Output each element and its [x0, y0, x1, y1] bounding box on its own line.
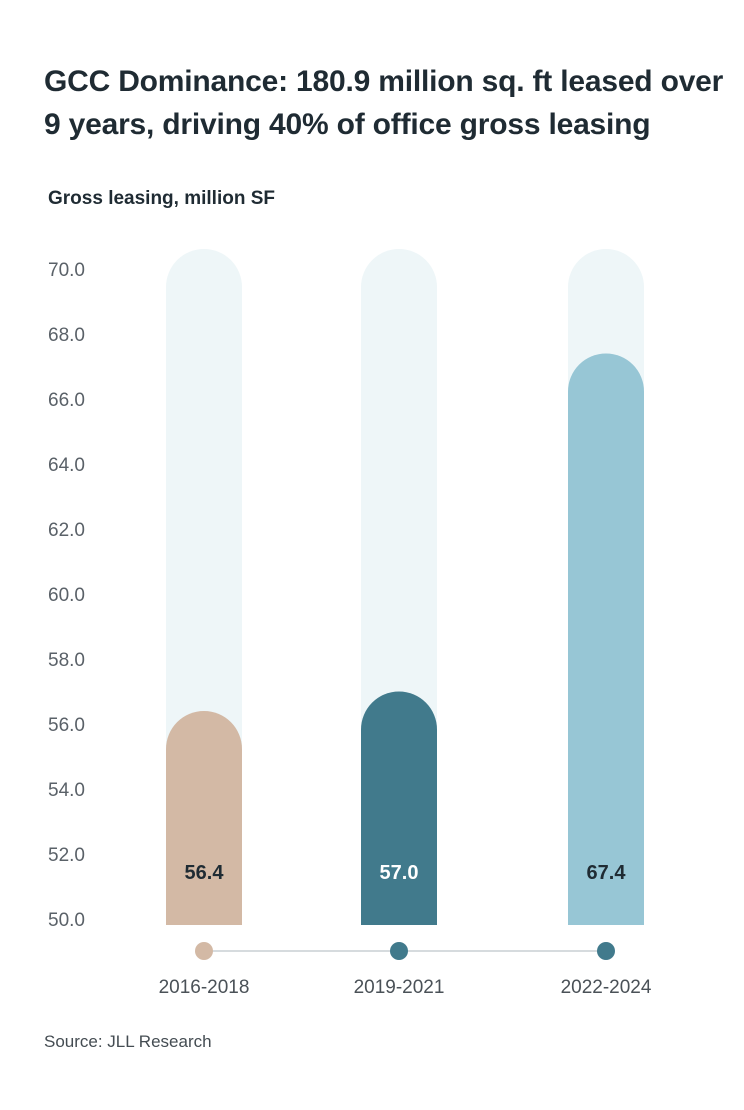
y-tick-label: 54.0 — [48, 780, 85, 801]
timeline-marker — [195, 942, 213, 960]
x-category-label: 2022-2024 — [561, 977, 652, 998]
bar-2016-2018 — [166, 711, 242, 925]
y-tick-label: 60.0 — [48, 585, 85, 606]
value-label: 67.4 — [587, 862, 627, 884]
y-tick-label: 56.0 — [48, 715, 85, 736]
y-tick-label: 70.0 — [48, 260, 85, 281]
timeline-marker — [390, 942, 408, 960]
x-category-label: 2019-2021 — [354, 977, 445, 998]
value-label: 57.0 — [380, 862, 419, 884]
timeline-markers — [195, 942, 615, 960]
y-tick-label: 58.0 — [48, 650, 85, 671]
x-category-label: 2016-2018 — [159, 977, 250, 998]
source-note: Source: JLL Research — [44, 1032, 212, 1051]
bars — [166, 353, 644, 925]
chart-title: GCC Dominance: 180.9 million sq. ft leas… — [44, 65, 724, 141]
y-axis-ticks: 50.0 52.0 54.0 56.0 58.0 60.0 62.0 64.0 66.0 68.0… — [48, 260, 85, 931]
bar-2019-2021 — [361, 691, 437, 925]
y-axis-label: Gross leasing, million SF — [48, 188, 275, 209]
value-labels: 56.4 57.0 67.4 — [185, 862, 627, 884]
bar-2022-2024 — [568, 353, 644, 925]
y-tick-label: 62.0 — [48, 520, 85, 541]
y-tick-label: 66.0 — [48, 390, 85, 411]
y-tick-label: 52.0 — [48, 845, 85, 866]
y-tick-label: 50.0 — [48, 910, 85, 931]
x-axis-categories: 2016-2018 2019-2021 2022-2024 — [159, 977, 652, 998]
y-tick-label: 64.0 — [48, 455, 85, 476]
timeline-marker — [597, 942, 615, 960]
y-tick-label: 68.0 — [48, 325, 85, 346]
value-label: 56.4 — [185, 862, 225, 884]
